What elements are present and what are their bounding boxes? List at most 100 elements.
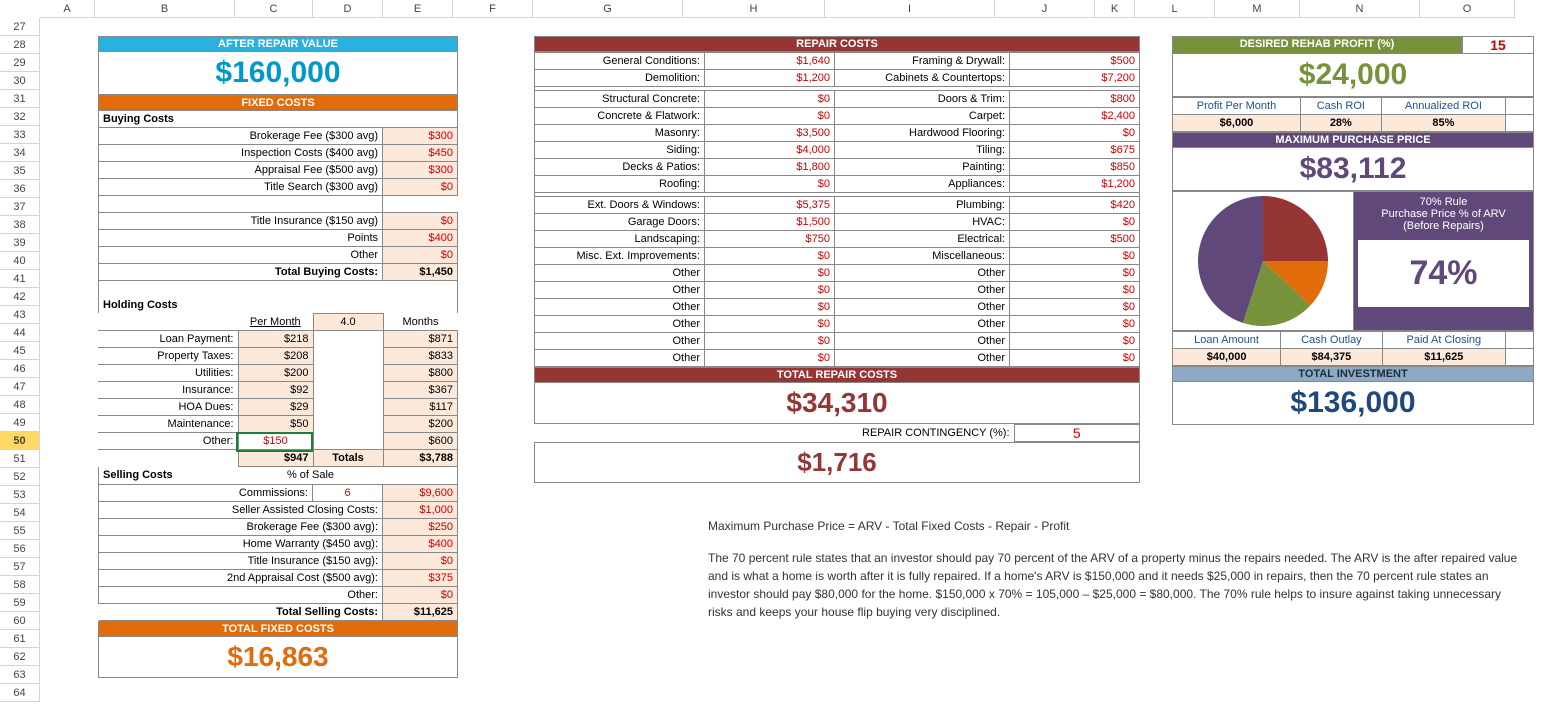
repair-l2-13: Other <box>835 282 1010 299</box>
repair-v1-2[interactable]: $0 <box>705 91 835 108</box>
buying-value-4[interactable]: $0 <box>383 213 458 230</box>
repair-v2-13[interactable]: $0 <box>1010 282 1140 299</box>
repair-v1-17[interactable]: $0 <box>705 350 835 367</box>
repair-v1-5[interactable]: $4,000 <box>705 142 835 159</box>
repair-l2-6: Painting: <box>835 159 1010 176</box>
repair-v2-3[interactable]: $2,400 <box>1010 108 1140 125</box>
repair-v1-14[interactable]: $0 <box>705 299 835 316</box>
repair-v1-0[interactable]: $1,640 <box>705 53 835 70</box>
arv-value[interactable]: $160,000 <box>98 52 458 95</box>
buying-label-6: Other <box>99 247 383 264</box>
total-buying-label: Total Buying Costs: <box>99 264 383 281</box>
repair-v2-5[interactable]: $675 <box>1010 142 1140 159</box>
repair-l2-15: Other <box>835 316 1010 333</box>
repair-v2-16[interactable]: $0 <box>1010 333 1140 350</box>
repair-l1-7: Roofing: <box>535 176 705 193</box>
repair-l1-17: Other <box>535 350 705 367</box>
buying-value-6[interactable]: $0 <box>383 247 458 264</box>
repair-v2-9[interactable]: $0 <box>1010 214 1140 231</box>
rehab-profit-pct[interactable]: 15 <box>1462 36 1534 54</box>
fixed-costs-header: FIXED COSTS <box>98 95 458 111</box>
repair-v1-9[interactable]: $1,500 <box>705 214 835 231</box>
months-value[interactable]: 4.0 <box>313 314 383 331</box>
holding-totals-label: Totals <box>313 450 383 467</box>
holding-pm-2[interactable]: $200 <box>238 365 313 382</box>
holding-pm-5[interactable]: $50 <box>238 416 313 433</box>
per-month-label: Per Month <box>238 314 313 331</box>
selling-value-5[interactable]: $0 <box>383 586 458 603</box>
repair-costs-table: General Conditions: $1,640 Framing & Dry… <box>534 52 1140 367</box>
repair-v2-0[interactable]: $500 <box>1010 53 1140 70</box>
repair-l1-2: Structural Concrete: <box>535 91 705 108</box>
buying-value-3[interactable]: $0 <box>383 179 458 196</box>
profit-metrics-table: Profit Per Month Cash ROI Annualized ROI… <box>1172 97 1534 132</box>
repair-v1-15[interactable]: $0 <box>705 316 835 333</box>
selling-value-4[interactable]: $375 <box>383 569 458 586</box>
repair-v2-10[interactable]: $500 <box>1010 231 1140 248</box>
repair-v1-3[interactable]: $0 <box>705 108 835 125</box>
repair-l2-8: Plumbing: <box>835 197 1010 214</box>
repair-l2-1: Cabinets & Countertops: <box>835 70 1010 87</box>
profit-val-2: 85% <box>1381 115 1505 132</box>
selling-value-1[interactable]: $250 <box>383 518 458 535</box>
repair-v2-11[interactable]: $0 <box>1010 248 1140 265</box>
buying-value-1[interactable]: $450 <box>383 145 458 162</box>
repair-costs-header: REPAIR COSTS <box>534 36 1140 52</box>
repair-l1-5: Siding: <box>535 142 705 159</box>
repair-v2-17[interactable]: $0 <box>1010 350 1140 367</box>
buying-label-2: Appraisal Fee ($500 avg) <box>99 162 383 179</box>
holding-pm-3[interactable]: $92 <box>238 382 313 399</box>
loan-col-0: Loan Amount <box>1173 332 1281 349</box>
rule-t3: (Before Repairs) <box>1358 220 1529 232</box>
repair-v1-1[interactable]: $1,200 <box>705 70 835 87</box>
repair-v2-8[interactable]: $420 <box>1010 197 1140 214</box>
buying-label-4: Title Insurance ($150 avg) <box>99 213 383 230</box>
repair-v1-10[interactable]: $750 <box>705 231 835 248</box>
repair-v2-14[interactable]: $0 <box>1010 299 1140 316</box>
holding-pm-6[interactable]: $150 <box>238 433 313 450</box>
repair-v2-7[interactable]: $1,200 <box>1010 176 1140 193</box>
repair-l2-11: Miscellaneous: <box>835 248 1010 265</box>
rule-pct: 74% <box>1358 240 1529 307</box>
selling-value-2[interactable]: $400 <box>383 535 458 552</box>
arv-header: AFTER REPAIR VALUE <box>98 36 458 52</box>
repair-l1-4: Masonry: <box>535 125 705 142</box>
contingency-value: $1,716 <box>534 442 1140 483</box>
repair-v1-4[interactable]: $3,500 <box>705 125 835 142</box>
total-investment-header: TOTAL INVESTMENT <box>1172 366 1534 382</box>
buying-label-1: Inspection Costs ($400 avg) <box>99 145 383 162</box>
repair-v1-6[interactable]: $1,800 <box>705 159 835 176</box>
selling-value-3[interactable]: $0 <box>383 552 458 569</box>
buying-costs-title: Buying Costs <box>98 111 458 127</box>
holding-pm-1[interactable]: $208 <box>238 348 313 365</box>
holding-pm-4[interactable]: $29 <box>238 399 313 416</box>
commissions-pct[interactable]: 6 <box>313 484 383 501</box>
repair-v2-6[interactable]: $850 <box>1010 159 1140 176</box>
selling-value-0[interactable]: $1,000 <box>383 501 458 518</box>
repair-v1-16[interactable]: $0 <box>705 333 835 350</box>
repair-l1-6: Decks & Patios: <box>535 159 705 176</box>
pie-chart <box>1198 196 1328 326</box>
repair-v1-11[interactable]: $0 <box>705 248 835 265</box>
repair-v1-12[interactable]: $0 <box>705 265 835 282</box>
buying-value-0[interactable]: $300 <box>383 128 458 145</box>
repair-l1-16: Other <box>535 333 705 350</box>
repair-v2-12[interactable]: $0 <box>1010 265 1140 282</box>
profit-col-1: Cash ROI <box>1300 98 1381 115</box>
repair-v2-1[interactable]: $7,200 <box>1010 70 1140 87</box>
holding-pm-0[interactable]: $218 <box>238 331 313 348</box>
repair-v2-4[interactable]: $0 <box>1010 125 1140 142</box>
repair-v1-8[interactable]: $5,375 <box>705 197 835 214</box>
contingency-pct[interactable]: 5 <box>1014 425 1140 442</box>
buying-costs-table: Brokerage Fee ($300 avg) $300Inspection … <box>98 127 458 281</box>
loan-col-2: Paid At Closing <box>1382 332 1505 349</box>
repair-v1-13[interactable]: $0 <box>705 282 835 299</box>
repair-l2-14: Other <box>835 299 1010 316</box>
repair-v1-7[interactable]: $0 <box>705 176 835 193</box>
holding-total-6: $600 <box>383 433 458 450</box>
repair-v2-15[interactable]: $0 <box>1010 316 1140 333</box>
selling-costs-title: Selling Costs <box>99 467 239 484</box>
buying-value-2[interactable]: $300 <box>383 162 458 179</box>
repair-v2-2[interactable]: $800 <box>1010 91 1140 108</box>
buying-value-5[interactable]: $400 <box>383 230 458 247</box>
